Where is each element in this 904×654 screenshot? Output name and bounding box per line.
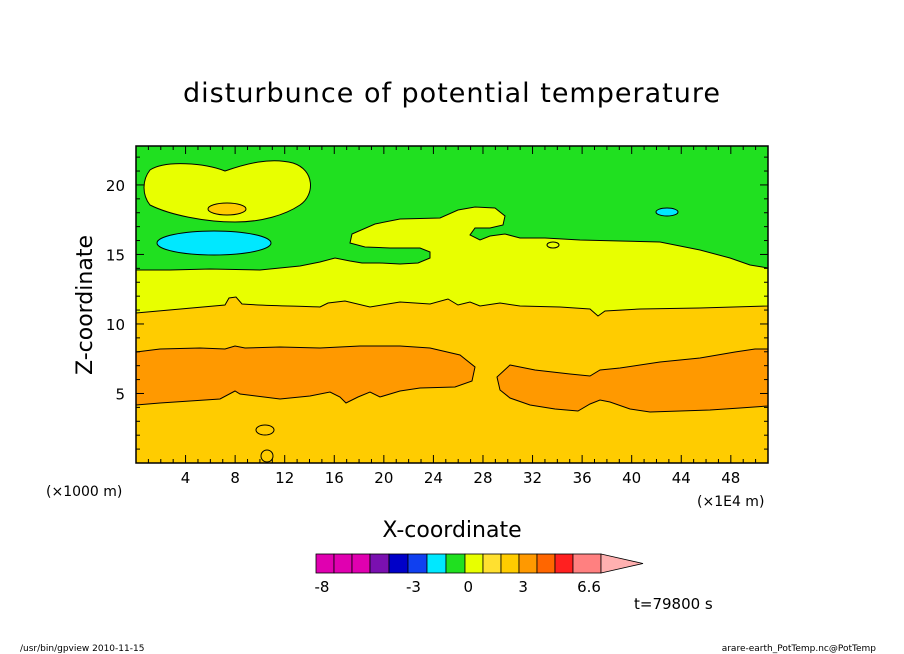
colorbar-label: 0	[464, 578, 474, 596]
y-tick-label: 15	[106, 246, 125, 264]
colorbar-label: 3	[518, 578, 528, 596]
colorbar-segment	[426, 553, 447, 574]
colorbar-segment	[388, 553, 409, 574]
x-tick-label: 12	[275, 469, 294, 487]
x-tick-label: 44	[672, 469, 691, 487]
x-axis-ticks: 4 8 12 16 20 24 28 32 36 40 44 48	[135, 146, 769, 487]
footer-left: /usr/bin/gpview 2010-11-15	[20, 644, 144, 654]
colorbar-segment	[445, 553, 466, 574]
x-unit-left: (×1000 m)	[46, 484, 122, 500]
y-axis-ticks: 5 10 15 20	[106, 156, 768, 464]
y-axis-label: Z-coordinate	[73, 235, 98, 375]
island-cyan-right	[655, 207, 679, 217]
island-yellow-topleft	[143, 160, 311, 223]
colorbar-segment	[482, 553, 502, 574]
x-unit-right: (×1E4 m)	[697, 494, 764, 510]
y-tick-label: 10	[106, 316, 125, 334]
colorbar-segment	[518, 553, 538, 574]
x-tick-label: 40	[622, 469, 641, 487]
footer-right: arare-earth_PotTemp.nc@PotTemp	[722, 644, 877, 654]
colorbar-segment	[536, 553, 556, 574]
x-tick-label: 4	[181, 469, 191, 487]
x-tick-label: 28	[473, 469, 492, 487]
y-tick-label: 5	[115, 385, 125, 403]
x-tick-label: 24	[424, 469, 443, 487]
island-cyan-left	[156, 230, 272, 256]
island-orange-small-a	[207, 202, 247, 216]
colorbar-extend-arrow	[600, 553, 644, 574]
island-yellow-small	[546, 241, 560, 249]
colorbar-segment	[572, 553, 602, 574]
colorbar-label: -8	[315, 578, 330, 596]
colorbar-tick-labels: -8 -3 0 3 6.6	[315, 578, 601, 596]
colorbar-label: -3	[406, 578, 421, 596]
colorbar-segment	[500, 553, 520, 574]
colorbar	[315, 553, 644, 574]
island-small-c	[260, 449, 274, 463]
colorbar-segment	[554, 553, 574, 574]
x-tick-label: 48	[721, 469, 740, 487]
colorbar-segment	[315, 553, 335, 574]
colorbar-segment	[407, 553, 428, 574]
island-small-b	[255, 424, 275, 436]
band-dark-orange-right	[496, 348, 768, 413]
band-dark-orange-left	[136, 345, 476, 406]
x-tick-label: 36	[573, 469, 592, 487]
x-tick-label: 20	[374, 469, 393, 487]
y-tick-label: 20	[106, 177, 125, 195]
colorbar-segment	[464, 553, 484, 574]
x-axis-label: X-coordinate	[382, 518, 521, 543]
plot-frame	[135, 145, 769, 464]
plot-area	[136, 146, 768, 463]
time-label: t=79800 s	[634, 595, 713, 613]
chart-title: disturbunce of potential temperature	[183, 78, 721, 109]
colorbar-segment	[369, 553, 390, 574]
colorbar-segment	[333, 553, 353, 574]
colorbar-label: 6.6	[577, 578, 601, 596]
x-tick-label: 16	[325, 469, 344, 487]
colorbar-segment	[351, 553, 371, 574]
x-tick-label: 8	[230, 469, 240, 487]
x-tick-label: 32	[523, 469, 542, 487]
